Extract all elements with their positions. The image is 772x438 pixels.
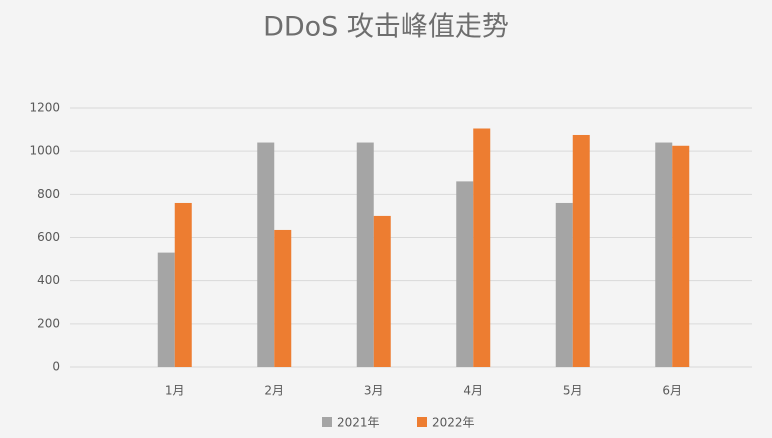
y-tick-label: 400 — [37, 273, 60, 287]
legend-swatch — [322, 417, 332, 427]
bar — [473, 128, 491, 367]
bar — [157, 252, 175, 367]
legend-swatch — [417, 417, 427, 427]
bar — [174, 202, 192, 367]
bar — [672, 145, 690, 367]
x-tick-label: 5月 — [563, 384, 583, 398]
chart-title: DDoS 攻击峰值走势 — [263, 12, 509, 43]
x-tick-label: 1月 — [165, 384, 185, 398]
bar — [274, 229, 292, 367]
bar — [257, 142, 275, 367]
y-tick-label: 800 — [37, 187, 60, 201]
bar — [356, 142, 374, 367]
legend-label: 2022年 — [432, 416, 475, 430]
x-tick-label: 4月 — [463, 384, 483, 398]
bar — [655, 142, 673, 367]
bar — [572, 134, 590, 367]
bar — [555, 202, 573, 367]
y-tick-label: 1200 — [29, 101, 60, 115]
x-tick-label: 2月 — [264, 384, 284, 398]
y-tick-label: 1000 — [29, 144, 60, 158]
y-tick-label: 600 — [37, 230, 60, 244]
bar — [373, 215, 391, 367]
bar — [456, 181, 474, 367]
y-tick-label: 200 — [37, 316, 60, 330]
legend-label: 2021年 — [337, 416, 380, 430]
x-tick-label: 6月 — [662, 384, 682, 398]
x-tick-label: 3月 — [364, 384, 384, 398]
y-tick-label: 0 — [52, 360, 60, 374]
